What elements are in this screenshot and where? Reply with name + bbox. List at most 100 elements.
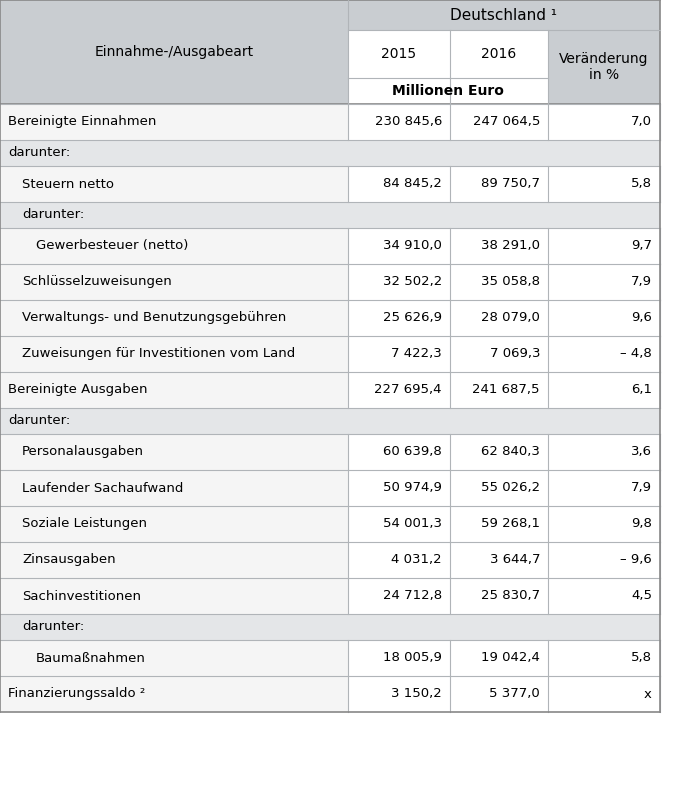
Bar [348,264,660,300]
Bar [0,202,660,228]
Bar [0,140,660,166]
Bar [348,30,450,78]
Bar [0,372,660,408]
Text: Bereinigte Ausgaben: Bereinigte Ausgaben [8,383,148,397]
Text: 9,8: 9,8 [631,518,652,530]
Text: Einnahme-/Ausgabeart: Einnahme-/Ausgabeart [94,45,254,59]
Text: darunter:: darunter: [8,414,70,427]
Bar [0,676,660,712]
Text: 62 840,3: 62 840,3 [481,446,540,458]
Text: 7,9: 7,9 [631,482,652,494]
Text: 35 058,8: 35 058,8 [481,275,540,289]
Bar [348,470,660,506]
Bar [348,542,660,578]
Text: – 9,6: – 9,6 [620,554,652,566]
Text: 24 712,8: 24 712,8 [383,590,442,602]
Text: 84 845,2: 84 845,2 [383,178,442,190]
Text: 4 031,2: 4 031,2 [391,554,442,566]
Text: Finanzierungssaldo ²: Finanzierungssaldo ² [8,687,146,701]
Text: darunter:: darunter: [8,146,70,159]
Text: 3,6: 3,6 [631,446,652,458]
Text: Bereinigte Einnahmen: Bereinigte Einnahmen [8,115,156,129]
Text: 7,0: 7,0 [631,115,652,129]
Text: 2016: 2016 [481,47,517,61]
Bar [348,300,660,336]
Text: 247 064,5: 247 064,5 [473,115,540,129]
Text: Deutschland ¹: Deutschland ¹ [450,7,557,22]
Text: Zinsausgaben: Zinsausgaben [22,554,116,566]
Bar [0,408,660,434]
Bar [0,166,660,202]
Text: 50 974,9: 50 974,9 [383,482,442,494]
Text: darunter:: darunter: [22,621,84,634]
Text: – 4,8: – 4,8 [620,347,652,361]
Text: 2015: 2015 [381,47,416,61]
Text: Schlüsselzuweisungen: Schlüsselzuweisungen [22,275,172,289]
Bar [348,336,660,372]
Text: 60 639,8: 60 639,8 [383,446,442,458]
Bar [348,640,660,676]
Text: 5 377,0: 5 377,0 [489,687,540,701]
Text: 55 026,2: 55 026,2 [481,482,540,494]
Text: 5,8: 5,8 [631,178,652,190]
Bar [0,264,660,300]
Bar [348,372,660,408]
Text: Verwaltungs- und Benutzungsgebühren: Verwaltungs- und Benutzungsgebühren [22,311,286,325]
Bar [0,434,660,470]
Bar [348,506,660,542]
Text: 28 079,0: 28 079,0 [481,311,540,325]
Text: 25 626,9: 25 626,9 [383,311,442,325]
Bar [0,228,660,264]
Text: 38 291,0: 38 291,0 [481,239,540,253]
Bar [0,640,660,676]
Text: 89 750,7: 89 750,7 [481,178,540,190]
Text: 241 687,5: 241 687,5 [473,383,540,397]
Text: Soziale Leistungen: Soziale Leistungen [22,518,147,530]
Bar [348,104,660,140]
Text: darunter:: darunter: [22,209,84,222]
Text: 9,7: 9,7 [631,239,652,253]
Text: Zuweisungen für Investitionen vom Land: Zuweisungen für Investitionen vom Land [22,347,295,361]
Bar [348,228,660,264]
Text: 32 502,2: 32 502,2 [383,275,442,289]
Bar [0,614,660,640]
Bar [0,336,660,372]
Text: 18 005,9: 18 005,9 [383,651,442,665]
Text: 3 150,2: 3 150,2 [391,687,442,701]
Bar [348,676,660,712]
Text: Millionen Euro: Millionen Euro [392,84,504,98]
Text: Sachinvestitionen: Sachinvestitionen [22,590,141,602]
Text: x: x [644,687,652,701]
Bar [348,166,660,202]
Text: 19 042,4: 19 042,4 [481,651,540,665]
Text: 54 001,3: 54 001,3 [383,518,442,530]
Bar [348,434,660,470]
Bar [0,470,660,506]
Text: 230 845,6: 230 845,6 [374,115,442,129]
Bar [348,78,548,104]
Text: Gewerbesteuer (netto): Gewerbesteuer (netto) [36,239,188,253]
Text: 7 422,3: 7 422,3 [391,347,442,361]
Bar [348,578,660,614]
Text: 25 830,7: 25 830,7 [481,590,540,602]
Text: Baumaßnahmen: Baumaßnahmen [36,651,146,665]
Text: Personalausgaben: Personalausgaben [22,446,144,458]
Text: 9,6: 9,6 [631,311,652,325]
Text: 7,9: 7,9 [631,275,652,289]
Text: 7 069,3: 7 069,3 [489,347,540,361]
Bar [0,104,660,140]
Text: Veränderung
in %: Veränderung in % [559,52,649,82]
Bar [450,30,548,78]
Text: 6,1: 6,1 [631,383,652,397]
Text: 227 695,4: 227 695,4 [374,383,442,397]
Text: 5,8: 5,8 [631,651,652,665]
Bar [0,506,660,542]
Bar [0,542,660,578]
Text: 3 644,7: 3 644,7 [489,554,540,566]
Bar [0,0,660,104]
Text: Laufender Sachaufwand: Laufender Sachaufwand [22,482,183,494]
Text: 34 910,0: 34 910,0 [383,239,442,253]
Text: 4,5: 4,5 [631,590,652,602]
Bar [0,578,660,614]
Text: Steuern netto: Steuern netto [22,178,114,190]
